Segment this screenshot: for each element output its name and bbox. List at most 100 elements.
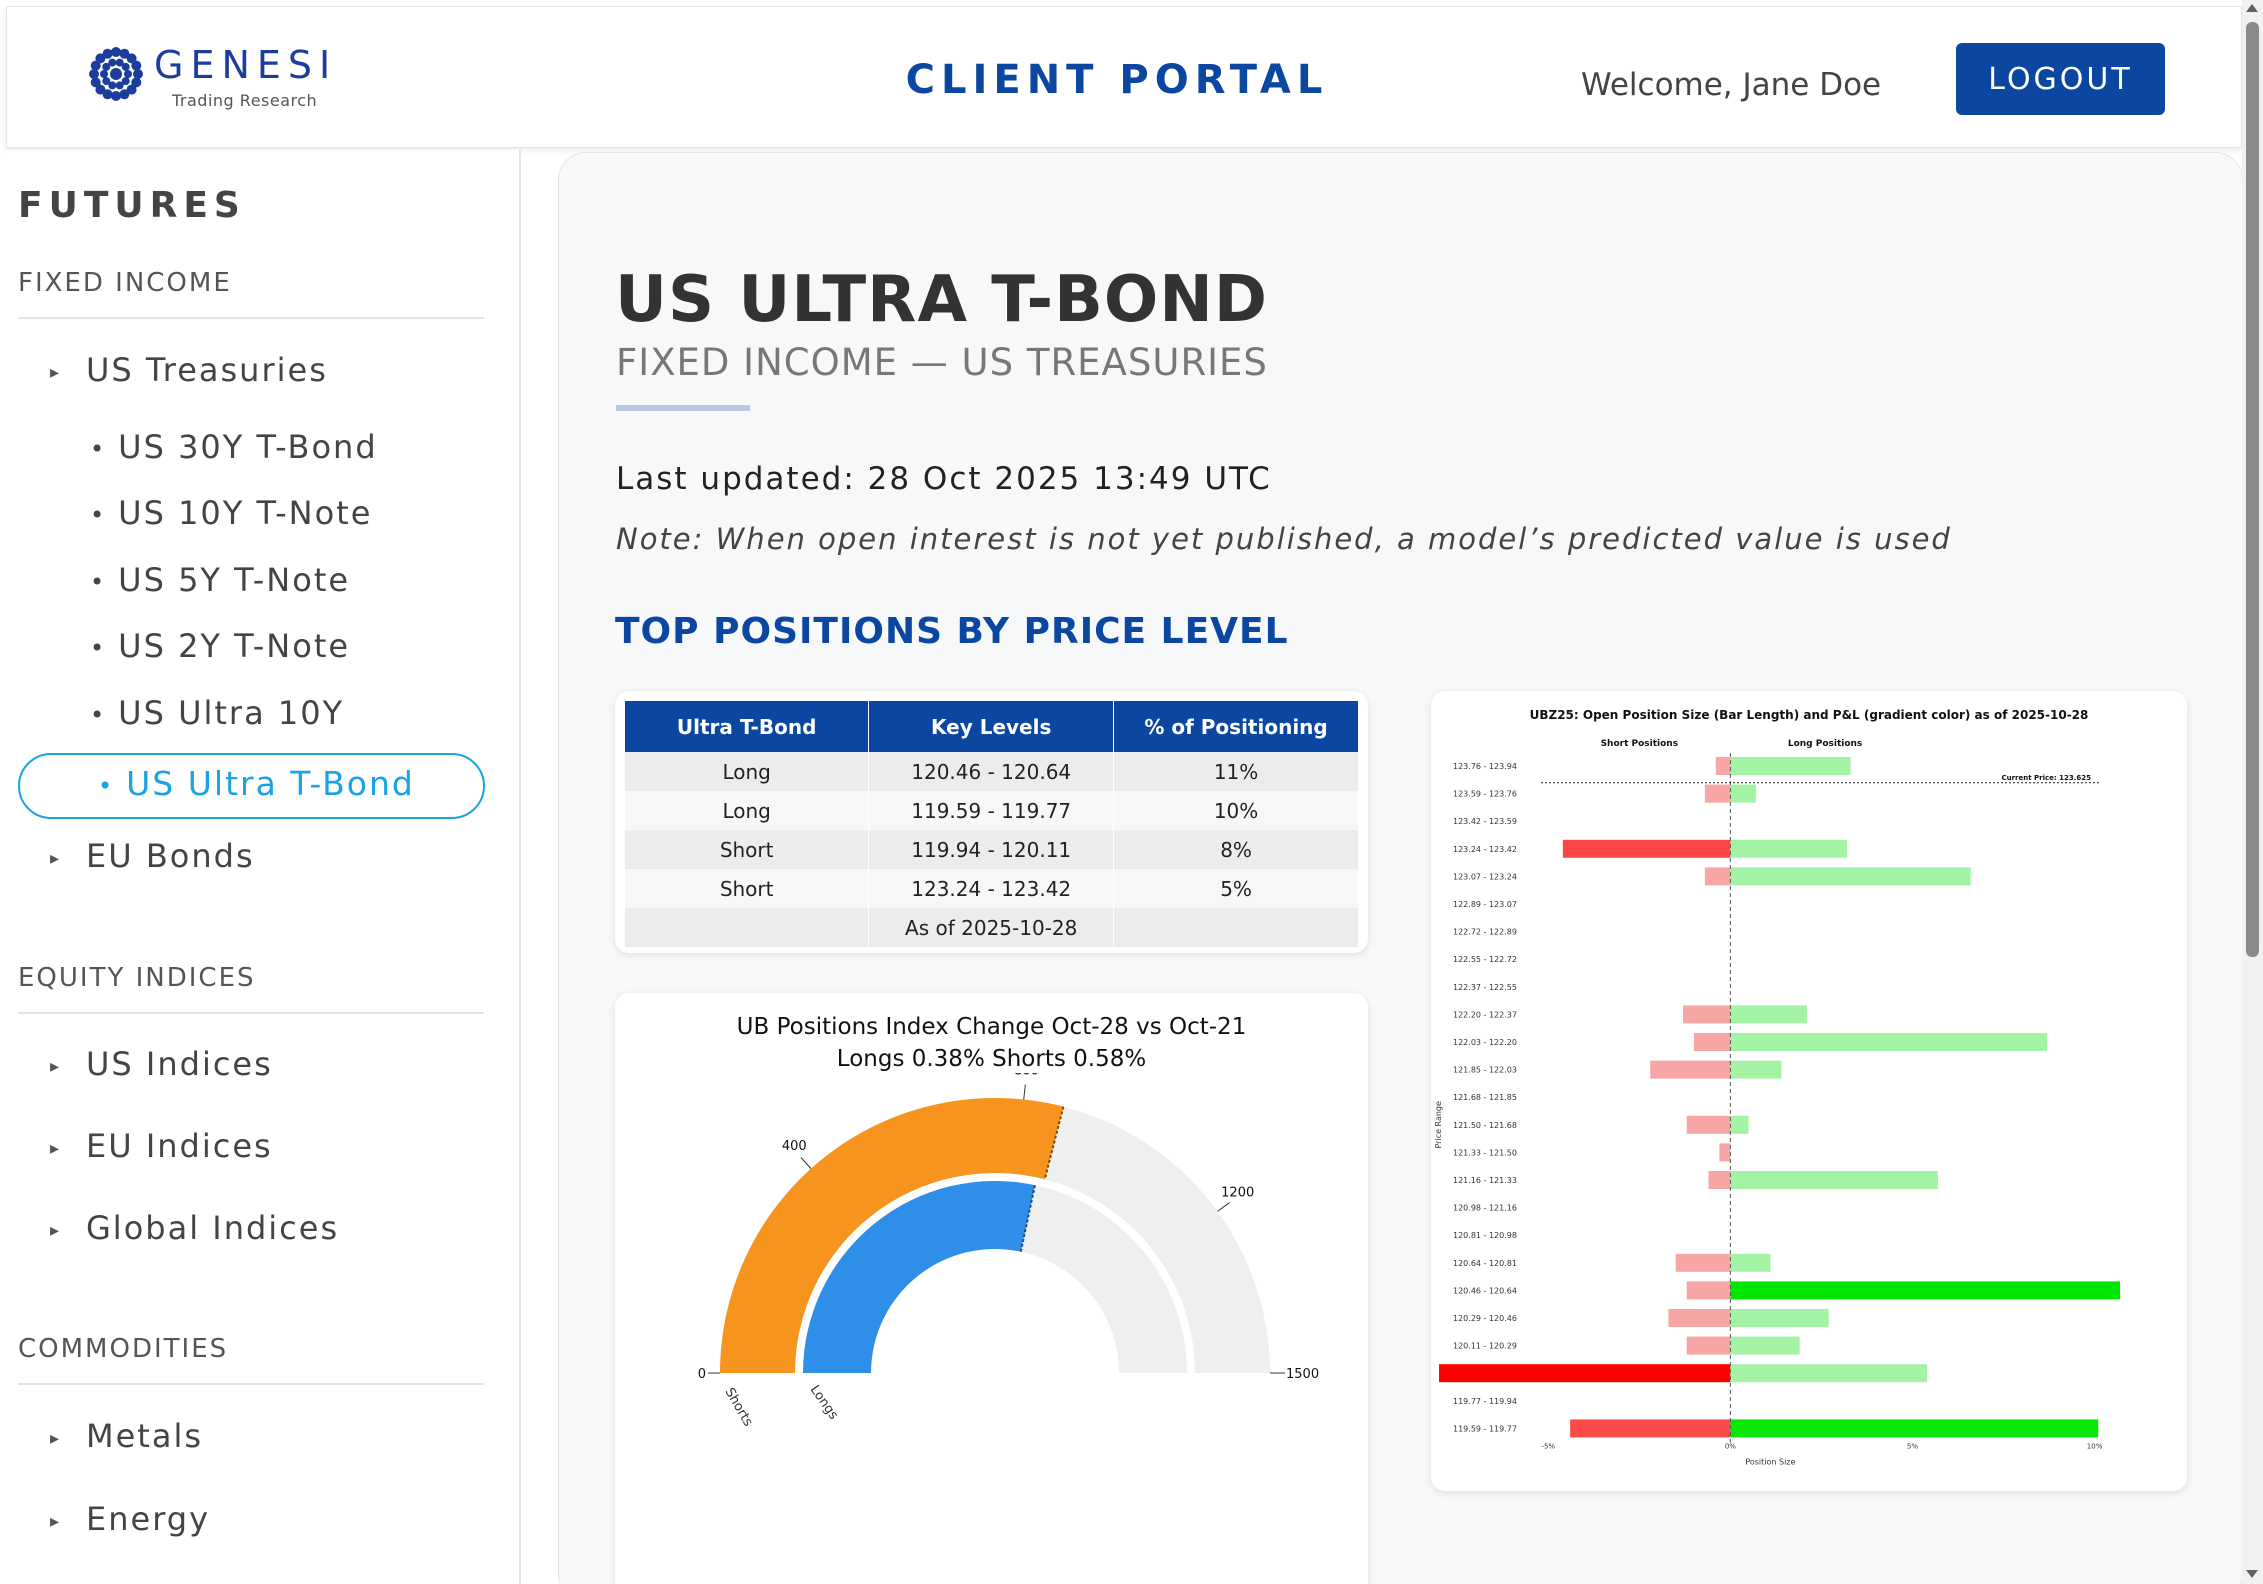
table-header-row: Ultra T-Bond Key Levels % of Positioning	[625, 701, 1359, 752]
sidebar-item-us-ultra-10y[interactable]: • US Ultra 10Y	[90, 694, 344, 732]
price-range-label: 122.03 - 122.20	[1453, 1038, 1517, 1047]
gauge-title-block: UB Positions Index Change Oct-28 vs Oct-…	[615, 1011, 1368, 1075]
scroll-up-arrow-icon[interactable]	[2246, 4, 2258, 12]
logo-petal	[124, 70, 132, 78]
table-cell: 11%	[1113, 752, 1359, 791]
group-label: EU Bonds	[86, 837, 255, 875]
logo-petal	[100, 70, 108, 78]
gauge-chart-card: UB Positions Index Change Oct-28 vs Oct-…	[615, 993, 1368, 1584]
main-content: US ULTRA T-BOND FIXED INCOME — US TREASU…	[558, 152, 2243, 1584]
table-row: Short 123.24 - 123.42 5%	[625, 869, 1359, 908]
sidebar-item-us-2y-t-note[interactable]: • US 2Y T-Note	[90, 627, 350, 665]
x-tick-label: 0%	[1725, 1442, 1736, 1450]
genesi-logo[interactable]: GENESI Trading Research	[87, 43, 387, 115]
gauge-shorts-marker	[1043, 1106, 1065, 1180]
gauge-series-label-shorts: Shorts	[722, 1386, 756, 1430]
price-range-label: 120.11 - 120.29	[1453, 1342, 1517, 1351]
sidebar-item-us-5y-t-note[interactable]: • US 5Y T-Note	[90, 561, 350, 599]
table-cell: Long	[625, 752, 870, 791]
bullet-icon: •	[90, 501, 107, 529]
price-range-label: 120.46 - 120.64	[1453, 1286, 1517, 1295]
sidebar-item-us-10y-t-note[interactable]: • US 10Y T-Note	[90, 494, 372, 532]
logo-petal	[102, 89, 113, 100]
logo-petal	[126, 84, 137, 95]
table-cell: 119.59 - 119.77	[868, 791, 1115, 830]
table-cell: Short	[625, 869, 870, 908]
column-header: % of Positioning	[1113, 701, 1359, 752]
sidebar-group-global-indices[interactable]: ▸ Global Indices	[50, 1209, 339, 1247]
gauge-longs-arc	[803, 1181, 1035, 1373]
price-range-label: 119.59 - 119.77	[1453, 1424, 1517, 1433]
logo-petal	[90, 77, 101, 88]
scrollbar-thumb[interactable]	[2246, 22, 2259, 957]
section-divider	[18, 1383, 484, 1385]
short-position-bar	[1562, 839, 1731, 858]
short-position-bar	[1719, 1143, 1731, 1162]
price-range-label: 120.98 - 121.16	[1453, 1204, 1517, 1213]
long-position-bar	[1730, 784, 1756, 803]
table-cell: 119.94 - 120.11	[868, 830, 1115, 869]
item-label: US 2Y T-Note	[118, 627, 351, 665]
long-position-bar	[1730, 1005, 1807, 1024]
current-price-label: Current Price: 123.625	[2001, 774, 2091, 782]
data-note: Note: When open interest is not yet publ…	[616, 522, 1952, 556]
position-bar-chart: UBZ25: Open Position Size (Bar Length) a…	[1434, 708, 2121, 1466]
group-label: US Indices	[86, 1045, 273, 1083]
item-label: US 10Y T-Note	[118, 494, 373, 532]
table-cell	[625, 908, 870, 947]
active-item-label: • US Ultra T-Bond	[98, 764, 415, 803]
table-cell: As of 2025-10-28	[868, 908, 1115, 947]
item-label: US 5Y T-Note	[118, 561, 351, 599]
logo-petal	[102, 62, 111, 71]
short-position-bar	[1686, 1281, 1731, 1300]
logo-petal	[89, 69, 99, 79]
sidebar-group-eu-indices[interactable]: ▸ EU Indices	[50, 1127, 273, 1165]
sidebar-item-us-30y-t-bond[interactable]: • US 30Y T-Bond	[90, 428, 378, 466]
logo-petal	[126, 53, 137, 64]
bullet-icon: •	[90, 634, 107, 662]
long-position-bar	[1730, 1336, 1800, 1355]
logo-petal	[115, 58, 124, 67]
scroll-down-arrow-icon[interactable]	[2246, 1570, 2258, 1578]
sidebar-heading: FUTURES	[18, 185, 246, 226]
short-positions-label: Short Positions	[1601, 739, 1679, 749]
logo-petal	[119, 48, 130, 59]
long-position-bar	[1730, 1253, 1771, 1272]
x-axis-label: Position Size	[1745, 1457, 1795, 1466]
logo-petal	[108, 81, 117, 90]
logout-button[interactable]: LOGOUT	[1956, 43, 2165, 115]
long-position-bar	[1730, 1281, 2121, 1300]
page-scrollbar[interactable]	[2242, 0, 2263, 1584]
price-range-label: 122.72 - 122.89	[1453, 928, 1517, 937]
gauge-tick	[1023, 1084, 1026, 1100]
short-position-bar	[1439, 1364, 1731, 1383]
logo-petal	[90, 60, 101, 71]
table-cell: Short	[625, 830, 870, 869]
bullet-icon: •	[98, 771, 115, 800]
sidebar-group-us-indices[interactable]: ▸ US Indices	[50, 1045, 273, 1083]
x-tick-label: 10%	[2087, 1442, 2103, 1450]
logo-name: GENESI	[154, 43, 338, 87]
short-position-bar	[1715, 757, 1731, 775]
logo-petal	[131, 77, 142, 88]
section-divider	[18, 317, 484, 319]
x-tick-label: 5%	[1907, 1442, 1918, 1450]
welcome-message: Welcome, Jane Doe	[1581, 67, 1882, 103]
bullet-icon: •	[90, 568, 107, 596]
long-position-bar	[1730, 1419, 2099, 1438]
long-position-bar	[1730, 839, 1847, 858]
sidebar-item-us-ultra-t-bond[interactable]: • US Ultra T-Bond	[18, 753, 485, 819]
sidebar-group-metals[interactable]: ▸ Metals	[50, 1417, 203, 1455]
logo-petal	[111, 91, 121, 101]
section-divider	[18, 1012, 484, 1014]
price-range-label: 123.07 - 123.24	[1453, 872, 1517, 881]
short-position-bar	[1693, 1033, 1731, 1051]
sidebar-group-energy[interactable]: ▸ Energy	[50, 1500, 210, 1538]
long-position-bar	[1730, 1060, 1782, 1079]
short-position-bar	[1668, 1309, 1731, 1327]
sidebar-group-us-treasuries[interactable]: ▸ US Treasuries	[50, 351, 328, 389]
price-range-label: 120.29 - 120.46	[1453, 1314, 1517, 1323]
sidebar-group-eu-bonds[interactable]: ▸ EU Bonds	[50, 837, 255, 875]
portal-title: CLIENT PORTAL	[905, 57, 1329, 103]
caret-right-icon: ▸	[50, 1219, 62, 1241]
